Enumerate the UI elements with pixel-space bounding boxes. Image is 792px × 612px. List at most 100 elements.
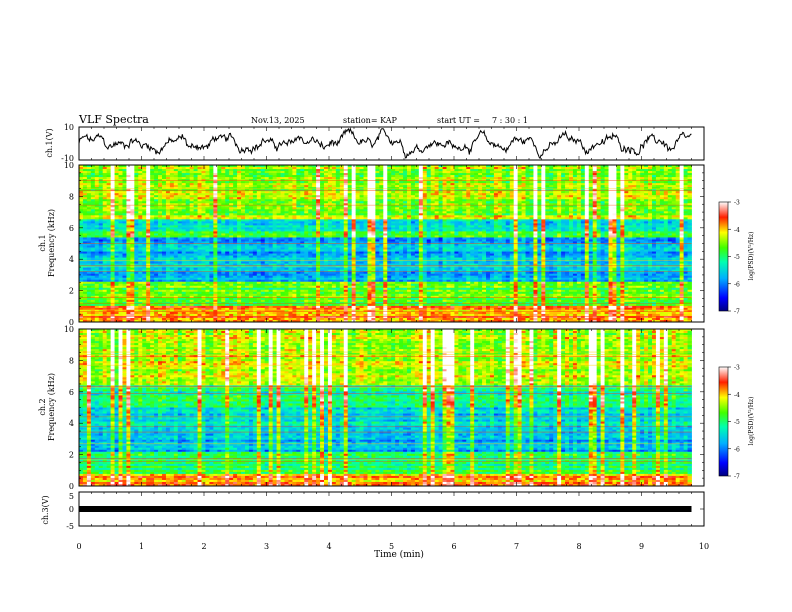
spectrogram-cell — [537, 187, 542, 190]
spectrogram-cell — [442, 193, 447, 196]
spectrogram-cell — [675, 191, 681, 194]
spectrogram-cell — [252, 199, 258, 202]
spectrogram-cell — [659, 165, 665, 168]
spectrogram-cell — [414, 177, 420, 180]
spectrogram-cell — [636, 187, 641, 190]
spectrogram-cell — [561, 171, 566, 174]
spectrogram-cell — [181, 191, 187, 194]
spectrogram-cell — [241, 205, 246, 208]
spectrogram-cell — [438, 191, 443, 194]
spectrogram-cell — [98, 203, 104, 206]
spectrogram-cell — [632, 197, 637, 200]
spectrogram-cell — [604, 203, 609, 206]
spectrogram-cell — [375, 191, 380, 194]
spectrogram-cell — [304, 173, 309, 176]
spectrogram-cell — [130, 201, 135, 204]
spectrogram-cell — [146, 167, 151, 170]
spectrogram-cell — [446, 205, 451, 208]
spectrogram-cell — [636, 203, 641, 206]
spectrogram-cell — [675, 185, 681, 188]
spectrogram-cell — [584, 171, 590, 174]
spectrogram-cell — [580, 183, 586, 186]
spectrogram-cell — [177, 195, 183, 198]
spectrogram-cell — [169, 203, 175, 206]
spectrogram-cell — [466, 207, 471, 210]
spectrogram-cell — [335, 193, 341, 196]
spectrogram-cell — [446, 165, 451, 168]
spectrogram-cell — [359, 167, 364, 170]
spectrogram-cell — [466, 197, 471, 200]
spectrogram-cell — [418, 165, 424, 168]
spectrogram-cell — [651, 167, 657, 170]
spectrogram-cell — [580, 205, 586, 208]
spectrogram-cell — [533, 193, 538, 196]
spectrogram-cell — [529, 207, 534, 210]
spectrogram-cell — [150, 171, 155, 174]
spectrogram-cell — [138, 199, 143, 202]
spectrogram-cell — [189, 203, 194, 206]
spectrogram-cell — [213, 167, 218, 170]
spectrogram-cell — [161, 195, 167, 198]
spectrogram-cell — [667, 205, 673, 208]
spectrogram-cell — [640, 201, 645, 204]
spectrogram-cell — [256, 203, 262, 206]
spectrogram-cell — [276, 195, 281, 198]
spectrogram-cell — [442, 187, 447, 190]
spectrogram-cell — [229, 187, 234, 190]
spectrogram-cell — [608, 171, 613, 174]
spectrogram-cell — [655, 167, 661, 170]
spectrogram-cell — [221, 195, 226, 198]
spectrogram-cell — [418, 167, 424, 170]
spectrogram-cell — [414, 185, 420, 188]
spectrogram-cell — [533, 201, 538, 204]
spectrogram-cell — [466, 187, 471, 190]
spectrogram-cell — [569, 205, 574, 208]
spectrogram-cell — [655, 177, 661, 180]
spectrogram-cell — [272, 177, 277, 180]
spectrogram-cell — [659, 169, 665, 172]
spectrogram-cell — [454, 169, 459, 172]
spectrogram-cell — [557, 183, 562, 186]
spectrogram-cell — [331, 207, 337, 210]
spectrogram-cell — [359, 199, 364, 202]
spectrogram-cell — [505, 165, 511, 168]
spectrogram-cell — [545, 171, 550, 174]
spectrogram-cell — [659, 195, 665, 198]
spectrogram-cell — [272, 187, 277, 190]
spectrogram-cell — [363, 173, 368, 176]
spectrogram-cell — [300, 187, 305, 190]
spectrogram-cell — [434, 187, 439, 190]
spectrogram-cell — [288, 169, 293, 172]
spectrogram-cell — [474, 205, 479, 208]
spectrogram-cell — [363, 165, 368, 168]
spectrogram-cell — [426, 167, 432, 170]
spectrogram-cell — [221, 205, 226, 208]
spectrogram-cell — [521, 169, 526, 172]
spectrogram-cell — [529, 195, 534, 198]
spectrogram-cell — [533, 181, 538, 184]
spectrogram-cell — [363, 205, 368, 208]
spectrogram-cell — [470, 203, 475, 206]
spectrogram-cell — [446, 185, 451, 188]
spectrogram-cell — [679, 181, 684, 184]
spectrogram-cell — [363, 177, 368, 180]
spectrogram-cell — [687, 175, 692, 178]
spectrogram-cell — [233, 173, 238, 176]
spectrogram-cell — [683, 193, 688, 196]
spectrogram-cell — [181, 185, 187, 188]
spectrogram-cell — [371, 207, 376, 210]
spectrogram-cell — [292, 193, 297, 196]
spectrogram-cell — [158, 175, 163, 178]
spectrogram-cell — [379, 193, 384, 196]
spectrogram-cell — [280, 165, 285, 168]
spectrogram-cell — [395, 175, 400, 178]
spectrogram-cell — [268, 191, 274, 194]
spectrogram-cell — [225, 187, 230, 190]
spectrogram-cell — [450, 167, 455, 170]
spectrogram-cell — [446, 177, 451, 180]
spectrogram-cell — [596, 195, 602, 198]
spectrogram-cell — [300, 175, 305, 178]
spectrogram-cell — [102, 187, 108, 190]
spectrogram-cell — [533, 205, 538, 208]
spectrogram-cell — [462, 203, 467, 206]
